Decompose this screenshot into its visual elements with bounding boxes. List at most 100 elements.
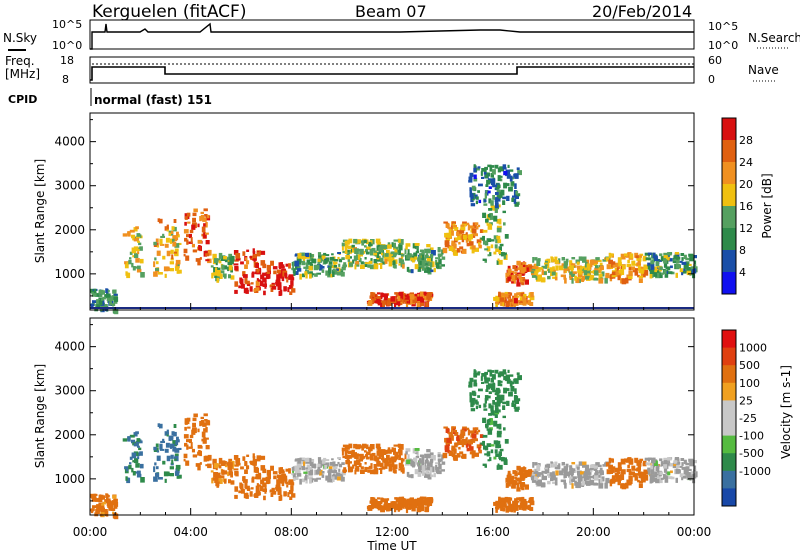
power-cell — [426, 258, 431, 262]
velocity-cell — [412, 502, 418, 509]
power-cell — [511, 280, 514, 284]
power-cell — [239, 278, 244, 285]
velocity-cell — [90, 511, 94, 514]
power-cell — [126, 262, 129, 267]
velocity-cell — [497, 409, 501, 413]
velocity-cell — [599, 467, 603, 472]
velocity-cell — [291, 472, 294, 476]
velocity-cell — [565, 471, 569, 476]
power-cell — [639, 253, 644, 256]
velocity-cell — [131, 452, 137, 459]
velocity-cell — [379, 501, 383, 505]
power-colorbar-tick: 16 — [739, 200, 753, 213]
velocity-cell — [113, 505, 118, 509]
velocity-cell — [296, 473, 302, 477]
power-cell — [681, 257, 684, 261]
velocity-cell — [516, 465, 521, 471]
power-cell — [317, 252, 322, 256]
power-cell — [541, 265, 546, 269]
velocity-cell — [653, 477, 658, 482]
velocity-cell — [129, 434, 135, 438]
power-cell — [127, 231, 131, 237]
velocity-cell — [605, 477, 610, 484]
velocity-cell — [503, 375, 508, 381]
velocity-cell — [569, 479, 573, 485]
power-cell — [497, 204, 501, 208]
velocity-cell — [490, 379, 494, 383]
velocity-cell — [683, 459, 687, 465]
velocity-cell — [390, 457, 393, 461]
power-cell — [614, 262, 619, 268]
velocity-ylabel: Slant Range [km] — [33, 364, 47, 468]
velocity-cell — [468, 442, 472, 448]
power-cell — [258, 287, 261, 291]
power-cell — [611, 275, 617, 278]
power-cell — [627, 259, 630, 264]
power-cell — [376, 252, 379, 258]
power-cell — [343, 262, 347, 269]
power-cell — [169, 268, 174, 272]
power-cell — [589, 263, 594, 266]
velocity-cell — [471, 403, 475, 406]
power-cell — [429, 297, 433, 301]
power-cell — [490, 200, 494, 206]
power-cell — [482, 235, 485, 241]
velocity-cell — [461, 443, 465, 448]
power-cell — [465, 237, 470, 241]
velocity-cell — [451, 435, 454, 441]
power-cell — [173, 251, 177, 254]
velocity-cell — [321, 460, 326, 464]
power-cell — [471, 198, 475, 201]
velocity-cell — [101, 503, 105, 506]
velocity-cell — [663, 460, 668, 465]
power-cell — [104, 294, 107, 299]
power-cell — [651, 252, 654, 259]
power-cell — [679, 260, 683, 263]
velocity-cell — [369, 469, 375, 475]
velocity-cell — [516, 478, 521, 482]
xtick-label: 08:00 — [274, 525, 309, 539]
power-cell — [259, 280, 264, 287]
velocity-cell — [402, 469, 405, 474]
power-cell — [472, 192, 476, 197]
power-cell — [466, 242, 470, 247]
power-cells — [90, 164, 698, 315]
power-cell — [637, 260, 641, 264]
velocity-cell — [674, 457, 680, 460]
power-cell — [493, 235, 499, 240]
velocity-cell — [376, 497, 381, 500]
velocity-cell — [131, 439, 136, 444]
velocity-cell — [321, 471, 325, 474]
power-cell — [471, 249, 475, 254]
power-cell — [491, 178, 496, 185]
velocity-cell — [329, 461, 335, 466]
power-cell — [198, 245, 201, 251]
power-cell — [554, 276, 558, 281]
velocity-cell — [477, 395, 480, 398]
velocity-cell — [549, 472, 554, 477]
velocity-cell — [550, 461, 553, 464]
velocity-cell — [256, 475, 260, 478]
velocity-cell — [387, 498, 390, 501]
power-cell — [170, 249, 174, 254]
velocity-cell — [544, 467, 548, 470]
velocity-cell — [341, 447, 345, 452]
velocity-cell — [390, 505, 393, 511]
velocity-cell — [500, 457, 505, 462]
velocity-cell — [553, 474, 556, 479]
power-cell — [227, 256, 232, 261]
power-cell — [373, 300, 377, 304]
velocity-cell — [515, 398, 521, 402]
power-cell — [417, 294, 420, 299]
velocity-cell — [679, 473, 683, 478]
velocity-cell — [301, 465, 306, 471]
power-cell — [311, 258, 316, 263]
velocity-cell — [506, 378, 511, 384]
velocity-cell — [438, 463, 442, 470]
power-cell — [552, 276, 556, 279]
velocity-cells — [90, 369, 698, 520]
power-cell — [361, 240, 366, 243]
velocity-cell — [266, 478, 270, 485]
velocity-cell — [495, 507, 498, 513]
